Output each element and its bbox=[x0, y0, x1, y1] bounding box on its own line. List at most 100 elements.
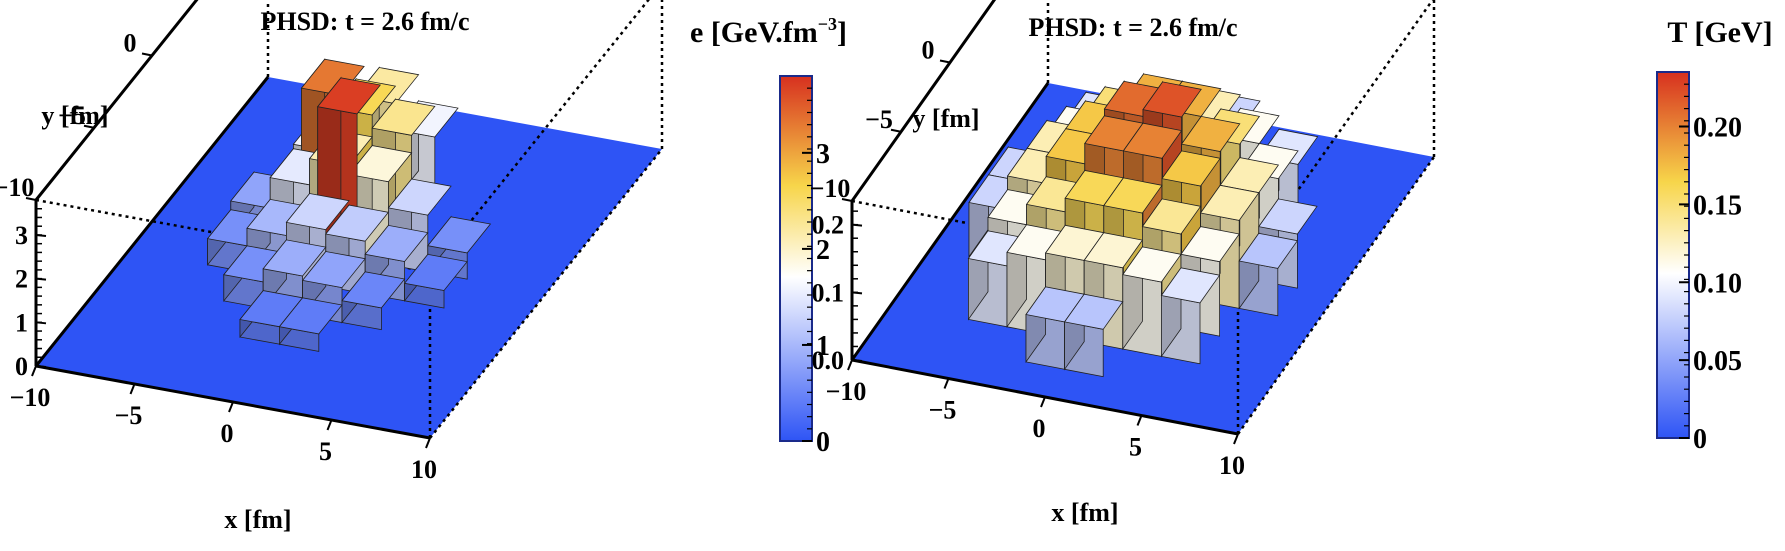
y-axis-label: y [fm] bbox=[912, 104, 979, 133]
colorbar-tick-label: 3 bbox=[816, 139, 830, 170]
x-tick-mark bbox=[129, 383, 136, 395]
data-bar bbox=[1025, 285, 1085, 370]
box-edge-dotted bbox=[429, 148, 663, 439]
bar-top-face bbox=[1142, 81, 1202, 118]
colorbar-tick-label: 0.05 bbox=[1693, 346, 1742, 377]
x-tick-mark bbox=[847, 359, 853, 371]
x-axis-label: x [fm] bbox=[1051, 498, 1118, 527]
x-tick-label: 10 bbox=[411, 455, 437, 484]
data-bar bbox=[278, 296, 343, 352]
y-axis-base-line bbox=[850, 82, 1050, 361]
x-tick-mark bbox=[326, 419, 333, 431]
z-tick-label: 0.1 bbox=[812, 278, 845, 307]
x-tick-label: 0 bbox=[221, 419, 234, 448]
colorbar-label-main: e [GeV.fm bbox=[690, 16, 818, 49]
energy-density-panel: PHSD: t = 2.6 fm/c −10−50510−10−50510012… bbox=[0, 0, 847, 534]
colorbar-gradient bbox=[779, 75, 813, 442]
bar-top-face bbox=[1122, 246, 1182, 283]
z-tick-mark bbox=[851, 359, 863, 362]
x-tick-label: −10 bbox=[826, 377, 867, 406]
z-tick-label: 3 bbox=[15, 221, 28, 250]
z-tick-label: 1 bbox=[15, 308, 28, 337]
colorbar-tick-label: 0 bbox=[1693, 424, 1707, 455]
data-bar bbox=[1122, 245, 1182, 357]
colorbar-tick-label: 0 bbox=[816, 427, 830, 458]
y-tick-mark bbox=[141, 52, 153, 57]
data-bar bbox=[403, 253, 468, 309]
y-tick-label: −10 bbox=[0, 173, 34, 202]
x-tick-mark bbox=[31, 365, 37, 377]
y-tick-mark bbox=[83, 124, 95, 129]
x-tick-label: −5 bbox=[929, 396, 957, 425]
y-tick-mark bbox=[939, 59, 951, 64]
x-tick-label: −10 bbox=[10, 383, 51, 412]
colorbar-tick-label: 0.20 bbox=[1693, 113, 1742, 144]
x-tick-label: 0 bbox=[1033, 414, 1046, 443]
box-edge-dotted bbox=[1236, 156, 1436, 435]
bar-top-face bbox=[278, 297, 343, 335]
y-tick-mark bbox=[890, 128, 902, 133]
y-axis-base-line bbox=[34, 76, 270, 367]
x-tick-mark bbox=[1040, 396, 1046, 408]
x-tick-label: 5 bbox=[1129, 433, 1142, 462]
data-bar bbox=[341, 270, 406, 331]
y-tick-mark bbox=[25, 197, 37, 201]
bar-top-face bbox=[1199, 184, 1260, 221]
colorbar-label-sup: −3 bbox=[818, 14, 837, 34]
colorbar: e [GeV.fm−3] 0 1 2 3 bbox=[690, 14, 847, 458]
x-tick-label: 5 bbox=[319, 437, 332, 466]
chart-title: PHSD: t = 2.6 fm/c bbox=[260, 7, 469, 36]
bar-top-face bbox=[285, 193, 350, 231]
z-tick-label: 0.0 bbox=[812, 346, 845, 375]
bar-top-face bbox=[371, 98, 436, 136]
y-tick-label: 0 bbox=[922, 36, 935, 65]
colorbar-label: T [GeV] bbox=[1667, 16, 1772, 49]
x-tick-label: 10 bbox=[1219, 451, 1245, 480]
bar-top-face bbox=[262, 239, 327, 277]
colorbar-tick-label: 1 bbox=[816, 331, 830, 362]
bar-top-face bbox=[1141, 198, 1202, 235]
x-tick-mark bbox=[425, 437, 431, 449]
z-tick-label: 2 bbox=[15, 265, 28, 294]
bar-top-face bbox=[1083, 232, 1144, 269]
colorbar: T [GeV] 0 0.05 0.10 0.15 0.20 bbox=[1656, 16, 1773, 455]
x-tick-mark bbox=[1136, 415, 1143, 426]
bar-top-face bbox=[1258, 198, 1318, 235]
bar-top-face bbox=[1122, 122, 1183, 159]
bar-top-face bbox=[1180, 226, 1240, 263]
colorbar-label-close: ] bbox=[837, 16, 847, 49]
colorbar-gradient bbox=[1656, 71, 1690, 439]
colorbar-label: e [GeV.fm−3] bbox=[690, 14, 847, 49]
data-bar bbox=[1160, 266, 1221, 365]
bar-top-face bbox=[1063, 293, 1124, 330]
bar-top-face bbox=[1103, 177, 1163, 214]
x-tick-mark bbox=[228, 401, 234, 413]
energy-density-chart: PHSD: t = 2.6 fm/c −10−50510−10−50510012… bbox=[0, 0, 847, 534]
y-tick-mark bbox=[841, 198, 853, 202]
colorbar-tick-label: 2 bbox=[816, 235, 830, 266]
bar-top-face bbox=[341, 271, 406, 309]
z-tick-mark bbox=[35, 365, 47, 368]
chart-title: PHSD: t = 2.6 fm/c bbox=[1028, 13, 1237, 42]
colorbar-tick-label: 0.10 bbox=[1693, 268, 1742, 299]
bar-top-face bbox=[1160, 267, 1221, 304]
data-bar bbox=[223, 244, 288, 309]
x-axis-label: x [fm] bbox=[224, 505, 291, 534]
bar-top-face bbox=[316, 77, 382, 115]
bar-top-face bbox=[1161, 150, 1221, 187]
bar-top-face bbox=[1238, 232, 1299, 269]
bar-top-face bbox=[387, 178, 452, 216]
bar-top-face bbox=[348, 145, 413, 183]
colorbar-tick-label: 0.15 bbox=[1693, 190, 1742, 221]
z-tick-label: 0.2 bbox=[812, 211, 845, 240]
z-tick-label: 0 bbox=[15, 352, 28, 381]
bar-top-face bbox=[403, 253, 468, 291]
bar-top-face bbox=[1180, 115, 1241, 152]
data-bar bbox=[239, 289, 304, 345]
y-tick-label: 0 bbox=[124, 29, 137, 58]
data-bar bbox=[1238, 232, 1299, 317]
x-tick-mark bbox=[943, 378, 950, 389]
x-tick-label: −5 bbox=[115, 401, 143, 430]
